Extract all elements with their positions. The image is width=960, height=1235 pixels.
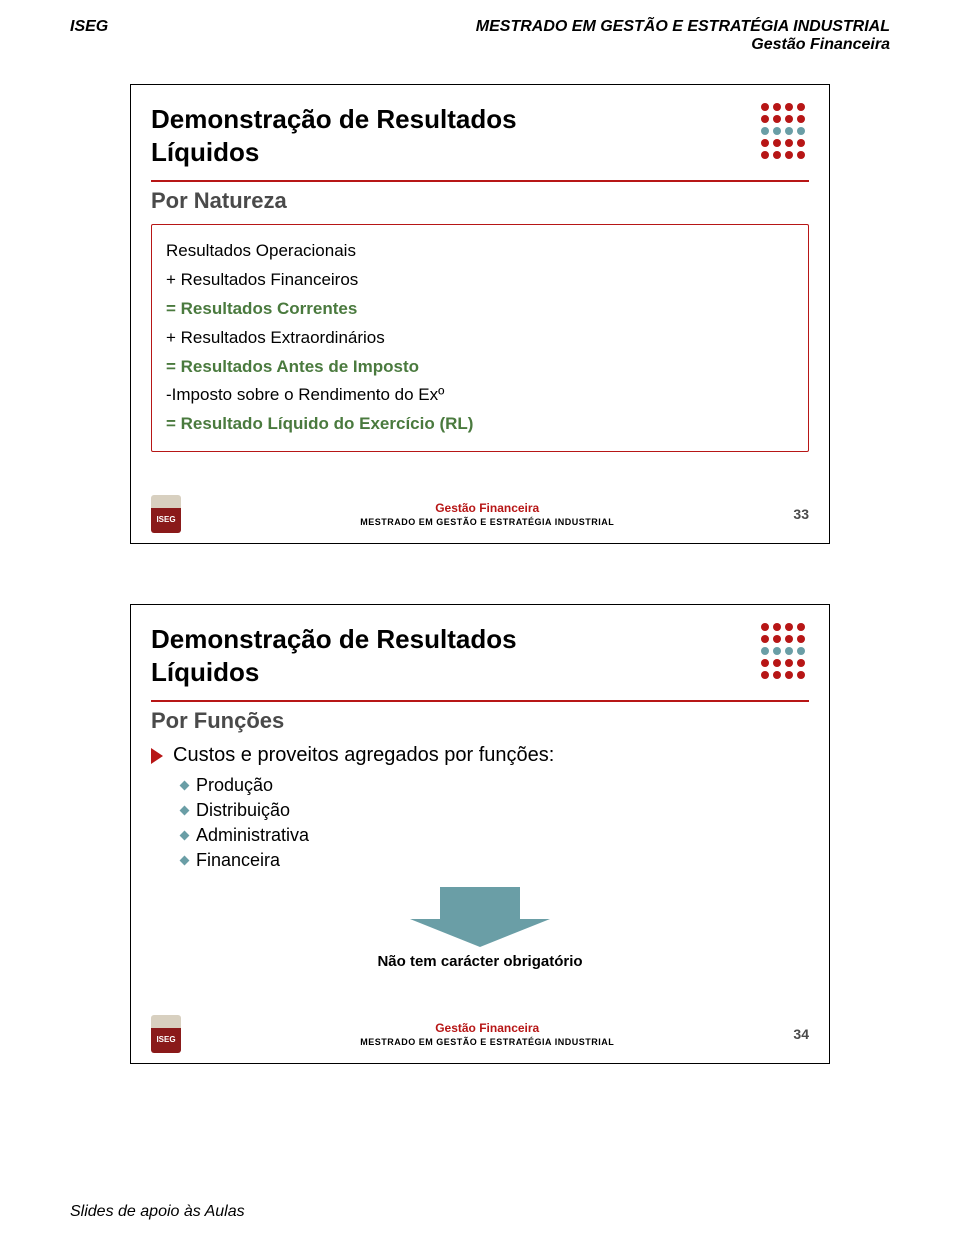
sub-bullet-list: Produção Distribuição Administrativa Financ… [151, 775, 809, 871]
footer-line1: Gestão Financeira [181, 1021, 793, 1035]
header-right: MESTRADO EM GESTÃO E ESTRATÉGIA INDUSTRI… [476, 18, 890, 54]
iseg-logo-icon: ISEG [151, 495, 181, 533]
iseg-logo-icon: ISEG [151, 1015, 181, 1053]
footer-center: Gestão Financeira MESTRADO EM GESTÃO E E… [181, 1021, 793, 1047]
slide1-subtitle: Por Natureza [151, 188, 809, 214]
bullet-arrow-icon [151, 748, 163, 764]
footer-line2: MESTRADO EM GESTÃO E ESTRATÉGIA INDUSTRI… [181, 1037, 793, 1047]
header-left: ISEG [70, 18, 108, 36]
sub-bullet-text: Distribuição [196, 800, 290, 821]
decorative-dot-grid [761, 103, 805, 159]
slide2-subtitle: Por Funções [151, 708, 809, 734]
title-underline [151, 700, 809, 702]
page-bottom-footer: Slides de apoio às Aulas [70, 1203, 245, 1221]
footer-center: Gestão Financeira MESTRADO EM GESTÃO E E… [181, 501, 793, 527]
big-arrow-wrap [151, 887, 809, 947]
sub-bullet-item: Produção [181, 775, 809, 796]
sub-bullet-item: Administrativa [181, 825, 809, 846]
footer-line2: MESTRADO EM GESTÃO E ESTRATÉGIA INDUSTRI… [181, 517, 793, 527]
result-line: = Resultados Correntes [166, 295, 794, 324]
slide2-title: Demonstração de ResultadosLíquidos [151, 623, 517, 688]
slide1-title: Demonstração de ResultadosLíquidos [151, 103, 517, 168]
slide-footer: ISEG Gestão Financeira MESTRADO EM GESTÃ… [151, 1015, 809, 1053]
diamond-bullet-icon [180, 781, 190, 791]
result-line: -Imposto sobre o Rendimento do Exº [166, 381, 794, 410]
diamond-bullet-icon [180, 806, 190, 816]
sub-bullet-item: Financeira [181, 850, 809, 871]
footer-line1: Gestão Financeira [181, 501, 793, 515]
slide-footer: ISEG Gestão Financeira MESTRADO EM GESTÃ… [151, 495, 809, 533]
title-underline [151, 180, 809, 182]
slide-number: 33 [793, 506, 809, 522]
diamond-bullet-icon [180, 831, 190, 841]
main-bullet-row: Custos e proveitos agregados por funções… [151, 744, 809, 767]
result-line: = Resultados Antes de Imposto [166, 353, 794, 382]
diamond-bullet-icon [180, 856, 190, 866]
result-line: + Resultados Financeiros [166, 266, 794, 295]
result-line: Resultados Operacionais [166, 237, 794, 266]
page-header: ISEG MESTRADO EM GESTÃO E ESTRATÉGIA IND… [70, 18, 890, 54]
header-right-line1: MESTRADO EM GESTÃO E ESTRATÉGIA INDUSTRI… [476, 18, 890, 36]
results-box: Resultados Operacionais+ Resultados Fina… [151, 224, 809, 452]
slide-number: 34 [793, 1026, 809, 1042]
sub-bullet-text: Financeira [196, 850, 280, 871]
big-down-arrow-icon [410, 887, 550, 947]
decorative-dot-grid [761, 623, 805, 679]
sub-bullet-text: Administrativa [196, 825, 309, 846]
sub-bullet-item: Distribuição [181, 800, 809, 821]
result-line: + Resultados Extraordinários [166, 324, 794, 353]
result-line: = Resultado Líquido do Exercício (RL) [166, 410, 794, 439]
header-right-line2: Gestão Financeira [476, 36, 890, 54]
main-bullet-text: Custos e proveitos agregados por funções… [173, 744, 554, 767]
sub-bullet-text: Produção [196, 775, 273, 796]
slide-34: Demonstração de ResultadosLíquidos Por F… [130, 604, 830, 1064]
note-text: Não tem carácter obrigatório [151, 953, 809, 970]
slide-33: Demonstração de ResultadosLíquidos Por N… [130, 84, 830, 544]
